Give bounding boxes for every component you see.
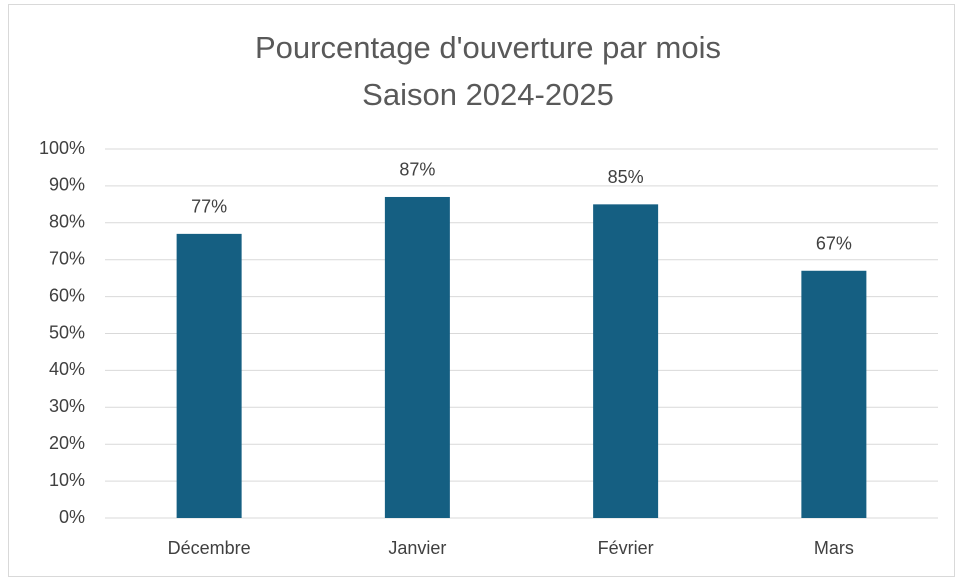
bar: [801, 270, 867, 518]
y-tick-label: 10%: [49, 470, 85, 490]
x-tick-label: Janvier: [388, 538, 446, 558]
bar: [593, 204, 659, 518]
data-label: 87%: [399, 160, 435, 180]
y-tick-label: 70%: [49, 248, 85, 268]
y-tick-label: 90%: [49, 175, 85, 195]
y-tick-label: 40%: [49, 359, 85, 379]
data-label: 85%: [608, 167, 644, 187]
chart-title: Pourcentage d'ouverture par mois: [255, 30, 721, 65]
data-label: 67%: [816, 234, 852, 254]
y-tick-label: 30%: [49, 396, 85, 416]
y-tick-label: 0%: [59, 507, 85, 527]
y-tick-label: 60%: [49, 285, 85, 305]
y-tick-label: 100%: [39, 138, 85, 158]
bar: [384, 196, 450, 518]
x-tick-label: Février: [598, 538, 654, 558]
bar: [176, 233, 242, 518]
x-tick-label: Mars: [814, 538, 854, 558]
y-tick-label: 50%: [49, 322, 85, 342]
data-label: 77%: [191, 197, 227, 217]
y-tick-label: 20%: [49, 433, 85, 453]
chart-subtitle: Saison 2024-2025: [362, 77, 614, 112]
x-tick-label: Décembre: [168, 538, 251, 558]
y-tick-label: 80%: [49, 212, 85, 232]
